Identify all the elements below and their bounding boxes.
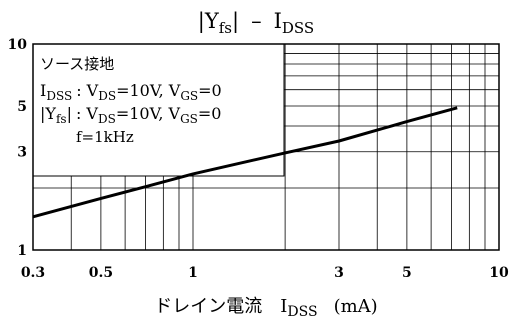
cond3-sep: : V	[76, 104, 98, 123]
condition-line-3: |Yfs|: VDS=10V, VGS=0	[40, 104, 221, 126]
y-tick-label: 1	[17, 243, 27, 259]
cond2-g-sub: GS	[180, 89, 198, 103]
x-tick-label: 3	[334, 265, 344, 281]
title-abs-open: |	[198, 9, 205, 34]
cond2-rest: =10V, V	[116, 81, 181, 100]
x-axis-label: ドレイン電流 IDSS (mA)	[154, 296, 377, 320]
y-tick-label: 10	[8, 37, 28, 53]
cond3-g-sub: GS	[180, 112, 198, 126]
series-line	[32, 106, 458, 219]
title-dash: –	[251, 9, 262, 33]
title-y-main: Y	[204, 9, 220, 33]
xlabel-unit: (mA)	[334, 296, 378, 317]
chart-title: |Yfs| – IDSS	[198, 9, 314, 37]
cond3-abs-open: |	[40, 104, 45, 123]
cond3-y-sub: fs	[56, 112, 67, 126]
xlabel-sym-main: I	[280, 296, 287, 317]
y-tick-label: 5	[17, 99, 27, 115]
cond3-y-main: Y	[44, 104, 56, 123]
x-tick-label: 1	[188, 265, 198, 281]
x-tick-label: 0.3	[21, 265, 45, 281]
condition-line-2: IDSS : VDS=10V, VGS=0	[40, 81, 222, 103]
cond2-v-sub: DS	[98, 89, 116, 103]
cond3-v-sub: DS	[98, 112, 116, 126]
cond3-end: =0	[198, 104, 222, 123]
cond2-i-main: I	[40, 81, 46, 100]
condition-line-4: f=1kHz	[76, 128, 134, 146]
x-tick-label: 10	[489, 265, 509, 281]
series-layer	[32, 106, 458, 219]
cond3-rest: =10V, V	[116, 104, 181, 123]
cond2-i-sub: DSS	[46, 89, 72, 103]
plot-frame	[32, 43, 500, 251]
cond2-sep: : V	[76, 81, 98, 100]
condition-line-1: ソース接地	[40, 55, 114, 73]
condition-box-background	[32, 43, 285, 177]
title-abs-close: |	[232, 9, 239, 34]
x-tick-label: 5	[402, 265, 412, 281]
title-y-sub: fs	[219, 19, 232, 37]
title-i-sub: DSS	[282, 19, 314, 37]
xlabel-text: ドレイン電流	[154, 296, 262, 317]
cond2-end: =0	[198, 81, 222, 100]
title-i-main: I	[274, 9, 282, 33]
cond3-abs-close: |	[67, 104, 72, 123]
tick-labels: 0.3 0.5 1 3 5 10 1 3 5 10	[8, 37, 509, 281]
x-tick-label: 0.5	[89, 265, 113, 281]
xlabel-sym-sub: DSS	[287, 304, 317, 320]
y-tick-label: 3	[17, 145, 27, 161]
condition-box: ソース接地 IDSS: VDS=10V, VGS=0 |Yfs|: VDS=10…	[32, 43, 285, 177]
